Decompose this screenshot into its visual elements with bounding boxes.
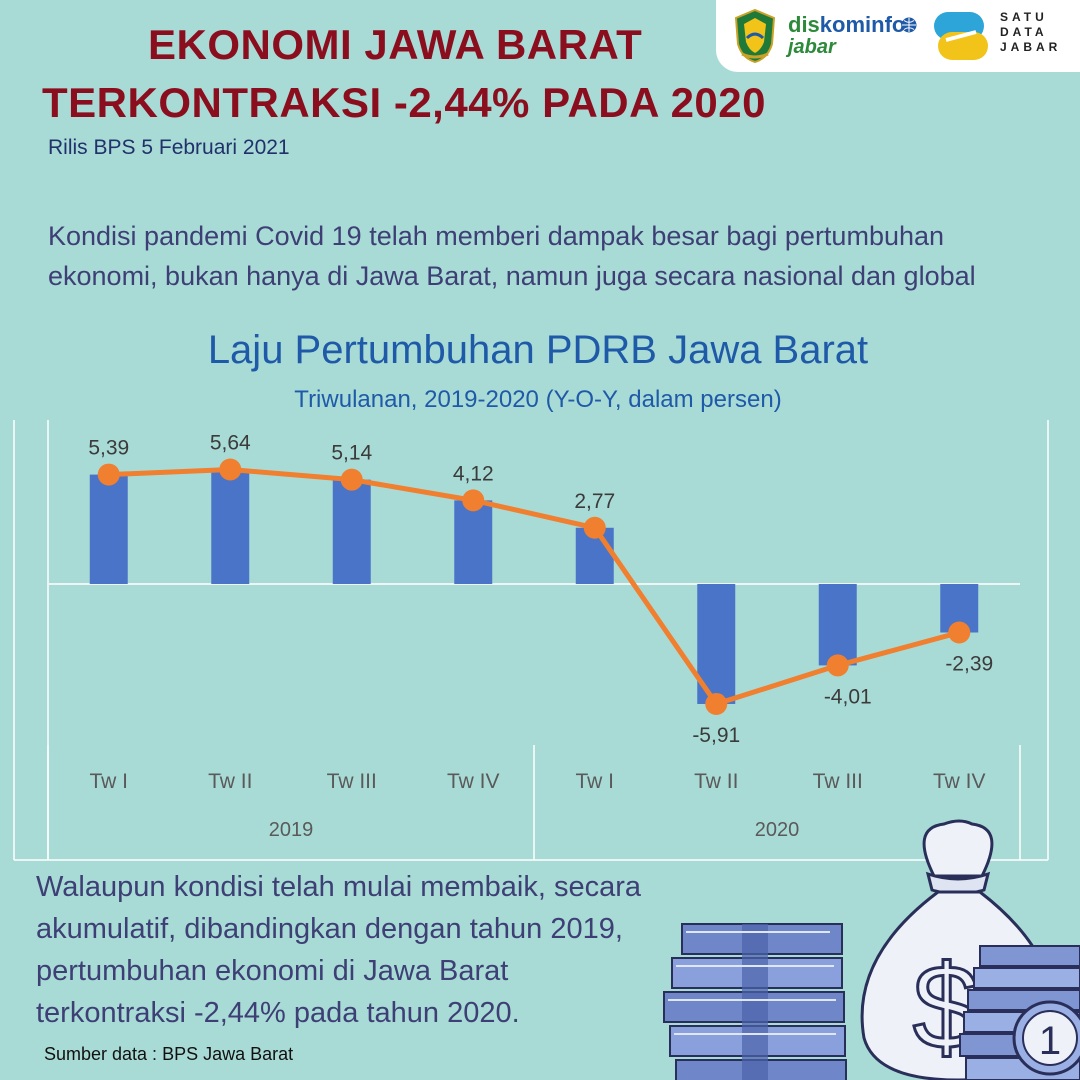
west-java-emblem-icon xyxy=(734,8,776,64)
data-label: 5,64 xyxy=(210,432,251,455)
bar xyxy=(211,469,250,584)
stacked-bills-icon xyxy=(663,923,847,1080)
data-label: -5,91 xyxy=(692,724,740,747)
data-label: -4,01 xyxy=(824,685,872,708)
bar xyxy=(332,479,371,584)
header: EKONOMI JAWA BARAT TERKONTRAKSI -2,44% P… xyxy=(0,0,1080,160)
data-label: -2,39 xyxy=(945,653,993,676)
satu-data-logo-icon xyxy=(934,12,988,60)
intro-line1: Kondisi pandemi Covid 19 telah memberi d… xyxy=(48,221,945,251)
data-label: 5,14 xyxy=(331,442,372,465)
data-label: 2,77 xyxy=(574,490,615,513)
series-line xyxy=(108,467,960,707)
line-point xyxy=(340,468,363,491)
x-tick-label: Tw I xyxy=(89,770,128,793)
line-point xyxy=(97,463,120,486)
outro-line3: pertumbuhan ekonomi di Jawa Barat xyxy=(36,955,509,987)
data-word: DATA xyxy=(1000,25,1048,39)
data-label: 5,39 xyxy=(88,437,129,460)
page-title-line2: TERKONTRAKSI -2,44% PADA 2020 xyxy=(42,79,767,126)
intro-paragraph: Kondisi pandemi Covid 19 telah memberi d… xyxy=(48,216,976,296)
page-title-line1: EKONOMI JAWA BARAT xyxy=(148,21,643,68)
chart-subtitle: Triwulanan, 2019-2020 (Y-O-Y, dalam pers… xyxy=(294,386,782,413)
x-tick-label: Tw IV xyxy=(933,770,986,793)
x-group-label: 2019 xyxy=(269,819,314,841)
x-tick-label: Tw III xyxy=(813,770,863,793)
line-point xyxy=(583,516,606,539)
line-point xyxy=(948,621,971,644)
x-tick-label: Tw IV xyxy=(447,770,500,793)
diskominfo-dis: dis xyxy=(788,12,820,37)
stacked-coins-icon: 1 xyxy=(959,945,1080,1080)
satu-word: SATU xyxy=(1000,10,1048,24)
line-point xyxy=(462,489,485,512)
x-group-label: 2020 xyxy=(755,819,800,841)
diskominfo-logo: diskominfo jabar xyxy=(788,12,918,62)
source-note: Sumber data : BPS Jawa Barat xyxy=(44,1044,294,1064)
data-label: 4,12 xyxy=(453,462,494,485)
bar xyxy=(454,500,493,584)
jabar-word: JABAR xyxy=(1000,40,1062,54)
globe-icon xyxy=(901,17,917,33)
bar xyxy=(89,474,128,584)
intro-line2: ekonomi, bukan hanya di Jawa Barat, namu… xyxy=(48,261,976,291)
x-tick-label: Tw III xyxy=(327,770,377,793)
release-date: Rilis BPS 5 Februari 2021 xyxy=(48,136,290,159)
outro-line2: akumulatif, dibandingkan dengan tahun 20… xyxy=(36,913,623,945)
line-point xyxy=(219,458,242,481)
line-point xyxy=(826,654,849,677)
outro-paragraph: Walaupun kondisi telah mulai membaik, se… xyxy=(36,866,641,1034)
diskominfo-kominfo: kominfo xyxy=(819,12,906,37)
svg-text:1: 1 xyxy=(1039,1019,1061,1063)
x-tick-label: Tw II xyxy=(694,770,738,793)
line-point xyxy=(705,692,728,715)
satu-data-text: SATU DATA JABAR xyxy=(1000,10,1061,55)
x-tick-label: Tw I xyxy=(575,770,614,793)
diskominfo-jabar: jabar xyxy=(788,36,836,58)
money-bag-coins-illustration: $ 1 xyxy=(663,819,1080,1080)
outro-line1: Walaupun kondisi telah mulai membaik, se… xyxy=(36,871,641,903)
bar xyxy=(818,584,857,666)
logo-card: diskominfo jabar SATU DATA JABAR xyxy=(716,0,1080,72)
chart-title: Laju Pertumbuhan PDRB Jawa Barat xyxy=(207,328,869,372)
x-tick-label: Tw II xyxy=(208,770,252,793)
outro-line4: terkontraksi -2,44% pada tahun 2020. xyxy=(36,997,520,1029)
